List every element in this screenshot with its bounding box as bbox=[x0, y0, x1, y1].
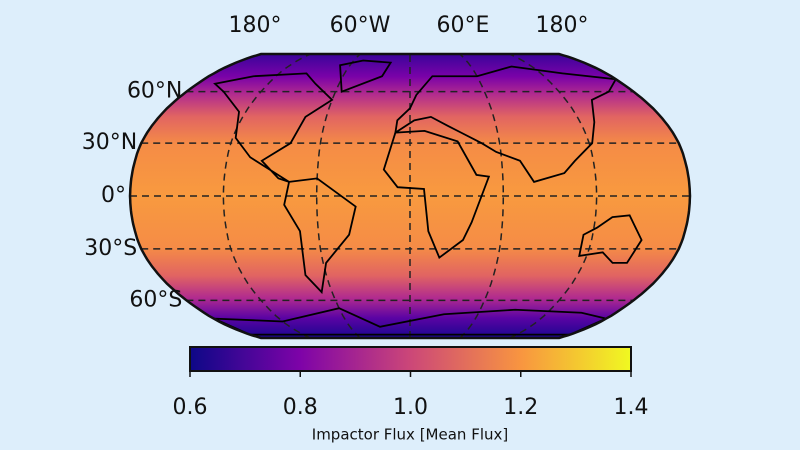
longitude-label: 60°E bbox=[437, 13, 490, 38]
continent bbox=[578, 214, 643, 264]
longitude-label: 60°W bbox=[330, 13, 391, 38]
colorbar bbox=[189, 346, 632, 372]
longitude-label: 180° bbox=[536, 13, 589, 38]
continent bbox=[213, 72, 334, 183]
map-border bbox=[128, 52, 692, 340]
latitude-label: 30°S bbox=[84, 236, 137, 261]
meridian bbox=[509, 53, 598, 339]
continent bbox=[394, 65, 618, 183]
colorbar-tick-label: 1.4 bbox=[614, 395, 649, 420]
colorbar-tick-label: 0.8 bbox=[283, 395, 318, 420]
colorbar-tick-label: 1.2 bbox=[503, 395, 538, 420]
continent bbox=[283, 177, 357, 295]
latitude-label: 30°N bbox=[82, 130, 137, 155]
longitude-label: 180° bbox=[229, 13, 282, 38]
continent bbox=[213, 307, 609, 336]
latitude-label: 60°N bbox=[127, 79, 182, 104]
continent bbox=[382, 129, 491, 260]
latitude-label: 60°S bbox=[129, 287, 182, 312]
continent bbox=[339, 59, 393, 93]
colorbar-tick-label: 1.0 bbox=[393, 395, 428, 420]
map bbox=[128, 52, 692, 340]
colorbar-tick-label: 0.6 bbox=[173, 395, 208, 420]
latitude-label: 0° bbox=[101, 183, 126, 208]
colorbar-label: Impactor Flux [Mean Flux] bbox=[312, 426, 508, 444]
meridian bbox=[222, 53, 311, 339]
